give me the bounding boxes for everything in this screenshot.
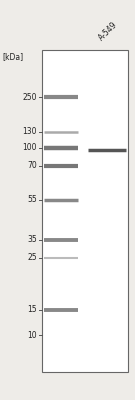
Text: 130: 130 — [23, 128, 37, 136]
Text: 25: 25 — [27, 254, 37, 262]
Text: 35: 35 — [27, 236, 37, 244]
Text: 10: 10 — [27, 330, 37, 340]
Text: 70: 70 — [27, 162, 37, 170]
Bar — [42, 50, 128, 372]
Text: 15: 15 — [27, 306, 37, 314]
Text: 55: 55 — [27, 196, 37, 204]
Text: 250: 250 — [23, 92, 37, 102]
Text: A-549: A-549 — [97, 20, 119, 42]
Text: 100: 100 — [23, 144, 37, 152]
Text: [kDa]: [kDa] — [2, 52, 23, 61]
